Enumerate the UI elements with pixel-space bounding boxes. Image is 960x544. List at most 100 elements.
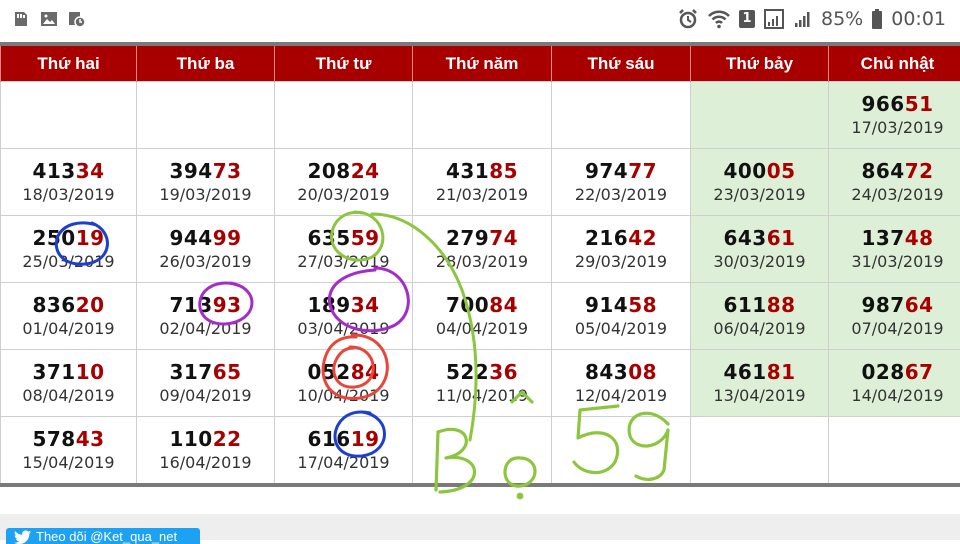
result-prefix: 216: [585, 226, 628, 250]
result-suffix: 51: [905, 92, 934, 116]
result-number: 52236: [413, 359, 551, 385]
result-date: 19/03/2019: [137, 184, 274, 206]
result-date: 25/03/2019: [1, 251, 136, 273]
result-suffix: 42: [628, 226, 657, 250]
result-suffix: 65: [213, 360, 242, 384]
result-number: 97477: [552, 158, 690, 184]
result-date: 12/04/2019: [552, 385, 690, 407]
status-icons-right: 1 85% 00:01: [677, 8, 946, 30]
result-prefix: 643: [723, 226, 766, 250]
result-suffix: 85: [489, 159, 518, 183]
result-suffix: 99: [213, 226, 242, 250]
result-number: 84308: [552, 359, 690, 385]
result-date: 31/03/2019: [829, 251, 960, 273]
calendar-day-cell: [552, 82, 691, 149]
sim-badge: 1: [739, 10, 755, 28]
result-prefix: 578: [32, 427, 75, 451]
calendar-day-cell: [1, 82, 137, 149]
result-suffix: 77: [628, 159, 657, 183]
twitter-follow-button[interactable]: Theo dõi @Ket_qua_net: [6, 528, 200, 544]
alarm-clock-icon: [677, 8, 699, 30]
weekday-header-7: Chủ nhật: [829, 46, 960, 82]
result-number: 21642: [552, 225, 690, 251]
result-number: 25019: [1, 225, 136, 251]
result-suffix: 34: [351, 293, 380, 317]
result-number: 02867: [829, 359, 960, 385]
result-date: 06/04/2019: [691, 318, 828, 340]
result-suffix: 19: [351, 427, 380, 451]
result-prefix: 713: [169, 293, 212, 317]
result-suffix: 67: [905, 360, 934, 384]
status-bar: 1 85% 00:01: [0, 0, 960, 40]
weekday-header-2: Thứ ba: [137, 46, 275, 82]
result-prefix: 966: [861, 92, 904, 116]
weekday-header-1: Thứ hai: [1, 46, 137, 82]
result-date: 09/04/2019: [137, 385, 274, 407]
result-prefix: 635: [307, 226, 350, 250]
result-suffix: 22: [213, 427, 242, 451]
result-suffix: 58: [628, 293, 657, 317]
image-icon: [40, 10, 58, 28]
result-date: 07/04/2019: [829, 318, 960, 340]
storage-icon: [12, 10, 30, 28]
result-number: 57843: [1, 426, 136, 452]
battery-icon: [871, 8, 883, 30]
result-prefix: 431: [446, 159, 489, 183]
calendar-day-cell: [691, 82, 829, 149]
calendar-day-cell: [275, 82, 413, 149]
result-number: 05284: [275, 359, 412, 385]
result-suffix: 61: [767, 226, 796, 250]
result-date: 27/03/2019: [275, 251, 412, 273]
result-number: 94499: [137, 225, 274, 251]
result-suffix: 64: [905, 293, 934, 317]
wifi-icon: [707, 8, 731, 30]
result-suffix: 73: [213, 159, 242, 183]
result-prefix: 028: [861, 360, 904, 384]
result-prefix: 279: [446, 226, 489, 250]
result-suffix: 81: [767, 360, 796, 384]
result-date: 17/04/2019: [275, 452, 412, 474]
result-number: 71393: [137, 292, 274, 318]
result-date: 22/03/2019: [552, 184, 690, 206]
result-prefix: 974: [585, 159, 628, 183]
result-date: 02/04/2019: [137, 318, 274, 340]
result-date: 15/04/2019: [1, 452, 136, 474]
table-bottom-border: [0, 483, 960, 487]
weekday-header-6: Thứ bảy: [691, 46, 829, 82]
result-prefix: 371: [32, 360, 75, 384]
result-suffix: 93: [213, 293, 242, 317]
result-number: 18934: [275, 292, 412, 318]
twitter-follow-label: Theo dõi @Ket_qua_net: [36, 529, 177, 544]
weekday-header-4: Thứ năm: [413, 46, 552, 82]
result-date: 10/04/2019: [275, 385, 412, 407]
result-prefix: 843: [585, 360, 628, 384]
result-date: 29/03/2019: [552, 251, 690, 273]
result-date: 05/04/2019: [552, 318, 690, 340]
result-prefix: 208: [307, 159, 350, 183]
result-suffix: 36: [489, 360, 518, 384]
battery-percent: 85%: [821, 8, 863, 30]
result-date: 03/04/2019: [275, 318, 412, 340]
